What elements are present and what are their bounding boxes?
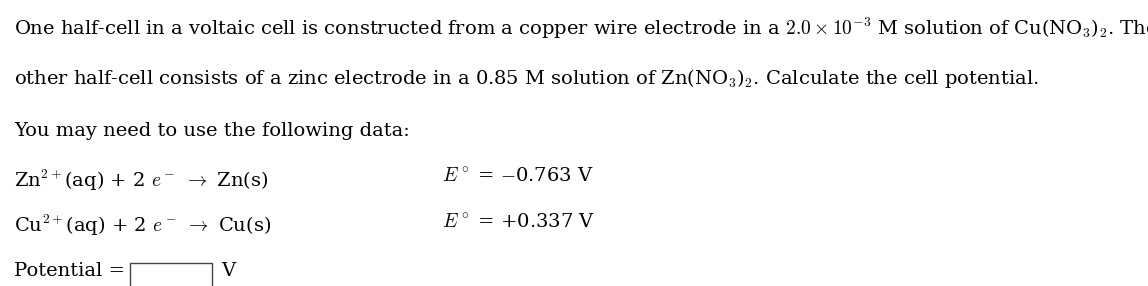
Text: $E^\circ$ = $-$0.763 V: $E^\circ$ = $-$0.763 V — [442, 167, 594, 186]
Text: V: V — [222, 262, 235, 280]
Text: $E^\circ$ = +0.337 V: $E^\circ$ = +0.337 V — [442, 213, 595, 231]
Text: You may need to use the following data:: You may need to use the following data: — [14, 122, 410, 140]
Text: Cu$^{2+}$(aq) + 2 $e^-$ $\rightarrow$ Cu(s): Cu$^{2+}$(aq) + 2 $e^-$ $\rightarrow$ Cu… — [14, 213, 271, 238]
Text: Potential =: Potential = — [14, 262, 125, 280]
FancyBboxPatch shape — [130, 263, 212, 286]
Text: other half-cell consists of a zinc electrode in a 0.85 M solution of Zn(NO$_3$)$: other half-cell consists of a zinc elect… — [14, 67, 1039, 90]
Text: One half-cell in a voltaic cell is constructed from a copper wire electrode in a: One half-cell in a voltaic cell is const… — [14, 16, 1148, 41]
Text: Zn$^{2+}$(aq) + 2 $e^-$ $\rightarrow$ Zn(s): Zn$^{2+}$(aq) + 2 $e^-$ $\rightarrow$ Zn… — [14, 167, 269, 192]
